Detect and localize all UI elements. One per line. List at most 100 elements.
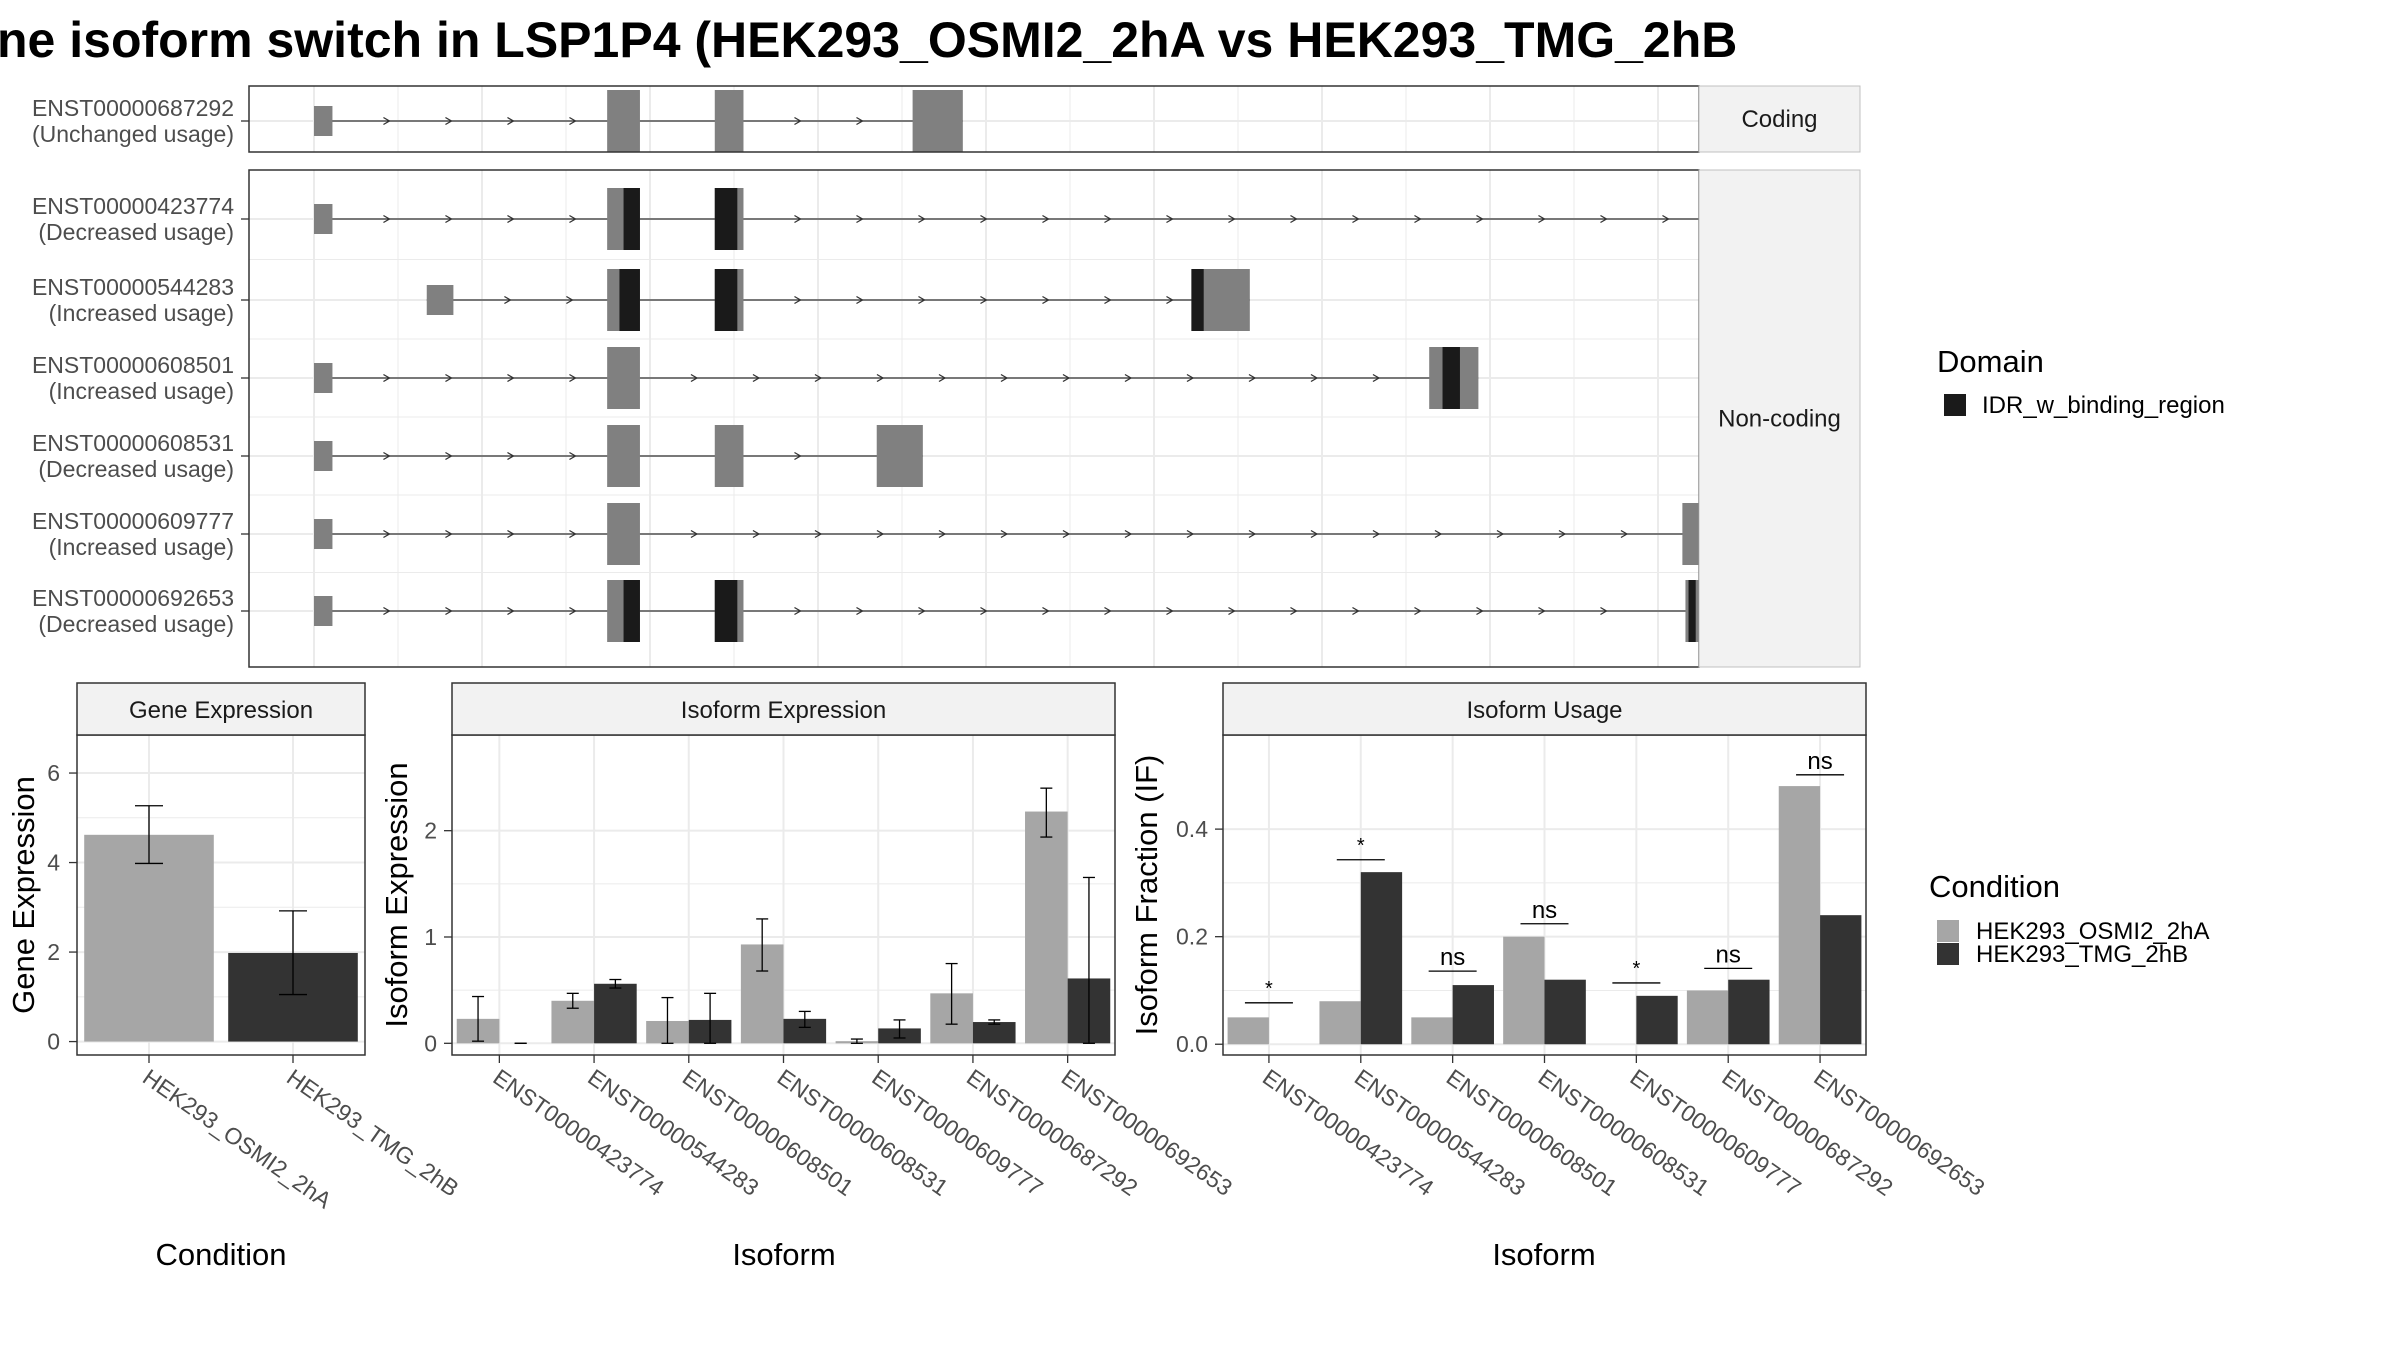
panel-strip-title: Gene Expression (129, 697, 313, 724)
x-tick-label: ENST00000692653 (1809, 1064, 1989, 1201)
strand-arrow (814, 373, 823, 383)
strand-arrow (383, 606, 391, 616)
strand-arrow (980, 214, 988, 224)
condition-legend-swatch (1937, 920, 1959, 942)
strand-arrow (856, 116, 864, 126)
strand-arrow (1186, 529, 1195, 539)
strand-arrow (569, 606, 577, 616)
strand-arrow (752, 529, 761, 539)
x-tick-label: ENST00000423774 (1258, 1064, 1439, 1201)
x-tick-label: ENST00000687292 (962, 1064, 1142, 1201)
significance-label: ns (1716, 941, 1741, 968)
strand-arrow (1372, 373, 1381, 383)
y-tick-label: 2 (424, 818, 437, 844)
significance-label: * (1632, 958, 1640, 980)
strand-arrow (876, 373, 885, 383)
transcript-id-label: ENST00000609777 (32, 508, 234, 534)
domain-legend-title: Domain (1937, 344, 2044, 379)
bar (1544, 979, 1586, 1045)
strand-arrow (383, 373, 391, 383)
strand-arrow (856, 295, 864, 305)
strand-arrow (445, 373, 453, 383)
y-axis-title: Gene Expression (6, 776, 41, 1014)
transcript-usage-label: (Increased usage) (49, 534, 234, 560)
strand-arrow (507, 529, 515, 539)
strand-arrow (1228, 606, 1236, 616)
domain-block (714, 188, 738, 250)
domain-block (714, 580, 738, 642)
x-tick-label: ENST00000608531 (773, 1064, 953, 1201)
strand-arrow (383, 451, 391, 461)
facet-strip-label: Non-coding (1718, 406, 1841, 433)
significance-label: * (1265, 978, 1273, 1000)
domain-block (619, 269, 640, 331)
strand-arrow (383, 214, 391, 224)
bar (1636, 995, 1678, 1045)
strand-arrow (1124, 529, 1133, 539)
exon-block (876, 425, 923, 487)
strand-arrow (980, 606, 988, 616)
strand-arrow (383, 529, 391, 539)
transcript-usage-label: (Increased usage) (49, 378, 234, 404)
strand-arrow (1290, 606, 1298, 616)
strand-arrow (794, 606, 802, 616)
exon-block (314, 596, 333, 626)
y-tick-label: 0.0 (1176, 1031, 1208, 1057)
strand-arrow (794, 214, 802, 224)
strand-arrow (690, 373, 699, 383)
x-tick-label: ENST00000692653 (1057, 1064, 1237, 1201)
transcript-usage-label: (Increased usage) (49, 300, 234, 326)
strand-arrow (569, 116, 577, 126)
y-tick-label: 0.4 (1176, 816, 1208, 842)
exon-block (314, 204, 333, 234)
y-tick-label: 0 (424, 1030, 437, 1056)
y-tick-label: 6 (47, 760, 60, 786)
strand-arrow (507, 214, 515, 224)
facet-strip-label: Coding (1741, 106, 1817, 133)
bar (1778, 786, 1821, 1045)
strand-arrow (1538, 214, 1546, 224)
strand-arrow (507, 451, 515, 461)
bar (84, 834, 214, 1042)
condition-legend-swatch (1937, 943, 1959, 965)
x-tick-label: ENST00000687292 (1717, 1064, 1897, 1201)
strand-arrow (507, 373, 515, 383)
domain-legend: Domain IDR_w_binding_region (1937, 344, 2225, 419)
transcript-usage-label: (Decreased usage) (38, 219, 234, 245)
strand-arrow (938, 373, 947, 383)
panel-strip (76, 682, 366, 736)
strand-arrow (383, 116, 391, 126)
strand-arrow (938, 529, 947, 539)
strand-arrow (1166, 295, 1174, 305)
strand-arrow (1186, 373, 1195, 383)
bar (1503, 936, 1545, 1045)
strand-arrow (1310, 529, 1319, 539)
transcript-id-label: ENST00000423774 (32, 193, 234, 219)
strand-arrow (1062, 529, 1071, 539)
domain-block (1688, 580, 1696, 642)
strand-arrow (1228, 214, 1236, 224)
x-tick-label: ENST00000608501 (678, 1064, 858, 1201)
strand-arrow (1290, 214, 1298, 224)
strand-arrow (794, 116, 802, 126)
x-tick-label: ENST00000608531 (1534, 1064, 1714, 1201)
strand-arrow (918, 295, 926, 305)
figure-title: ne isoform switch in LSP1P4 (HEK293_OSMI… (0, 12, 1737, 68)
strand-arrow (1496, 529, 1505, 539)
strand-arrow (1600, 214, 1608, 224)
x-axis-title: Condition (156, 1237, 287, 1272)
y-tick-label: 1 (424, 924, 437, 950)
y-tick-label: 0 (47, 1029, 60, 1055)
strand-arrow (1620, 529, 1629, 539)
strand-arrow (856, 214, 864, 224)
exon-block (314, 106, 333, 136)
transcript-id-label: ENST00000608501 (32, 352, 234, 378)
x-tick-label: ENST00000544283 (583, 1064, 763, 1201)
bar (1728, 979, 1770, 1045)
significance-label: ns (1807, 748, 1832, 775)
condition-legend-title: Condition (1929, 869, 2060, 904)
strand-arrow (1042, 214, 1050, 224)
transcript-usage-label: (Unchanged usage) (32, 121, 234, 147)
strand-arrow (507, 606, 515, 616)
